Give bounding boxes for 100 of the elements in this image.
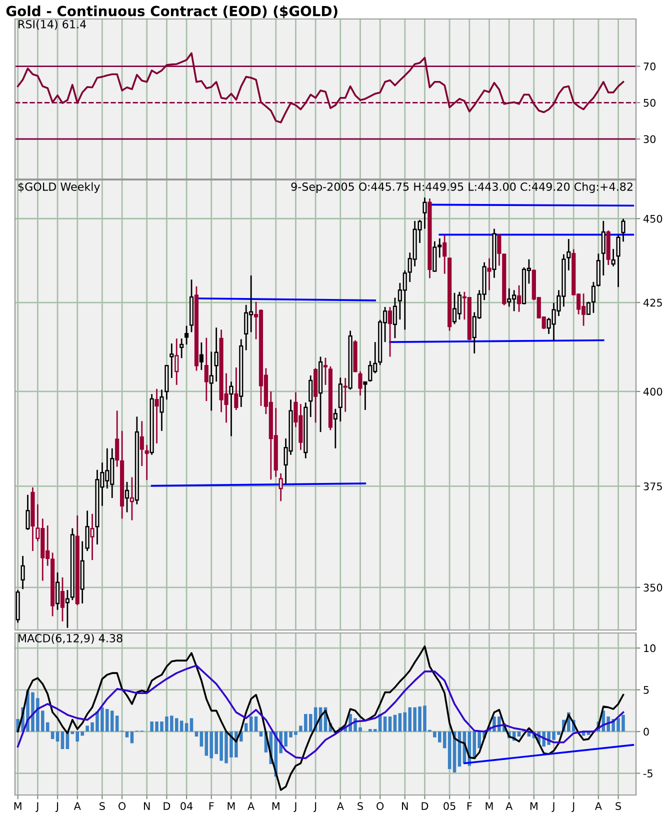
candlestick bbox=[154, 388, 159, 444]
x-tick-label: N bbox=[402, 802, 408, 810]
candlestick bbox=[20, 555, 25, 590]
x-tick-label: J bbox=[36, 802, 38, 812]
candlestick bbox=[26, 494, 30, 531]
candlestick bbox=[209, 350, 214, 412]
bar bbox=[393, 714, 397, 732]
candlestick bbox=[363, 380, 368, 411]
bar bbox=[388, 716, 392, 732]
y-tick-label: 450 bbox=[643, 214, 662, 223]
x-tick-label: M bbox=[14, 802, 22, 810]
x-tick-label: A bbox=[74, 802, 81, 810]
candlestick bbox=[204, 337, 208, 402]
bar bbox=[70, 732, 74, 734]
bar bbox=[60, 732, 64, 750]
y-tick-label: 10 bbox=[644, 644, 656, 652]
x-tick-label: M bbox=[228, 802, 235, 810]
x-tick-label: J bbox=[572, 802, 574, 812]
candlestick bbox=[229, 380, 234, 437]
x-tick-label: F bbox=[209, 802, 214, 810]
x-tick-label: S bbox=[100, 802, 105, 810]
annotation: RSI(14) 61.4 bbox=[18, 20, 86, 30]
x-tick-label: 05 bbox=[444, 802, 456, 810]
candlestick bbox=[180, 338, 184, 359]
x-tick-label: S bbox=[358, 802, 363, 810]
bar bbox=[50, 732, 54, 740]
line-series bbox=[16, 52, 624, 124]
y-tick-label: 70 bbox=[644, 62, 656, 70]
bar bbox=[254, 716, 258, 732]
candlestick bbox=[422, 196, 427, 230]
chart-title: Gold - Continuous Contract (EOD) ($GOLD) bbox=[6, 6, 338, 18]
y-tick-label: -5 bbox=[643, 770, 652, 778]
bar bbox=[448, 732, 452, 770]
bar bbox=[194, 732, 198, 737]
bar bbox=[56, 732, 60, 742]
candlestick bbox=[278, 472, 283, 502]
y-tick-label: 30 bbox=[644, 135, 656, 144]
x-tick-label: A bbox=[248, 802, 255, 810]
y-tick-label: 5 bbox=[644, 686, 649, 694]
x-tick-label: S bbox=[616, 802, 622, 810]
annotation: $GOLD Weekly bbox=[18, 182, 100, 194]
candlestick bbox=[601, 220, 606, 276]
candlestick bbox=[611, 248, 616, 268]
y-tick-label: 400 bbox=[643, 388, 662, 396]
x-tick-label: D bbox=[422, 802, 428, 810]
bar bbox=[259, 732, 263, 737]
y-tick-label: 0 bbox=[644, 728, 649, 736]
x-tick-label: 04 bbox=[180, 802, 193, 810]
candlestick bbox=[333, 408, 338, 450]
candlestick bbox=[199, 342, 204, 371]
x-tick-label: A bbox=[336, 802, 344, 810]
candlestick bbox=[214, 326, 218, 382]
x-tick-label: J bbox=[55, 802, 58, 812]
annotation: MACD(6,12,9) 4.38 bbox=[18, 634, 122, 644]
x-tick-label: M bbox=[272, 802, 280, 810]
bar bbox=[244, 723, 248, 732]
x-tick-label: O bbox=[376, 802, 384, 810]
candlestick bbox=[60, 576, 65, 622]
bar bbox=[125, 732, 129, 738]
candlestick bbox=[566, 238, 571, 272]
candlestick bbox=[308, 374, 313, 418]
candlestick bbox=[442, 234, 447, 274]
bar bbox=[517, 732, 521, 737]
bar bbox=[200, 732, 204, 747]
candlestick bbox=[516, 284, 522, 313]
x-tick-label: N bbox=[144, 802, 150, 810]
annotation: 9-Sep-2005 O:445.75 H:449.95 L:443.00 C:449.20 Chg:+4.82 bbox=[291, 182, 632, 194]
candlestick bbox=[184, 325, 189, 346]
bar bbox=[184, 723, 188, 732]
candlestick bbox=[487, 258, 492, 291]
candlestick bbox=[388, 306, 392, 358]
x-tick-label: F bbox=[467, 802, 472, 810]
x-tick-label: M bbox=[530, 802, 538, 810]
bar bbox=[249, 716, 253, 732]
candlestick bbox=[616, 234, 620, 288]
x-tick-label: J bbox=[294, 802, 296, 812]
y-tick-label: 350 bbox=[644, 584, 662, 592]
y-tick-label: 375 bbox=[644, 482, 662, 490]
candlestick bbox=[160, 388, 164, 432]
candlestick bbox=[115, 410, 120, 468]
x-tick-label: J bbox=[552, 802, 554, 812]
bar bbox=[130, 732, 134, 744]
candlestick bbox=[323, 357, 328, 386]
x-tick-label: O bbox=[118, 802, 126, 810]
bar bbox=[190, 718, 194, 732]
x-tick-label: A bbox=[594, 802, 602, 810]
candlestick bbox=[144, 444, 149, 481]
bar bbox=[383, 716, 387, 732]
x-tick-label: D bbox=[164, 802, 170, 810]
candlestick bbox=[55, 572, 60, 611]
x-tick-label: A bbox=[506, 802, 513, 810]
y-tick-label: 50 bbox=[644, 98, 656, 107]
line-series bbox=[16, 664, 624, 760]
x-tick-label: J bbox=[314, 802, 316, 812]
candlestick bbox=[140, 420, 144, 467]
y-tick-label: 425 bbox=[643, 298, 662, 307]
x-tick-label: M bbox=[486, 802, 493, 810]
candlestick bbox=[621, 218, 626, 242]
candlestick bbox=[392, 296, 398, 339]
candlestick bbox=[358, 370, 362, 396]
